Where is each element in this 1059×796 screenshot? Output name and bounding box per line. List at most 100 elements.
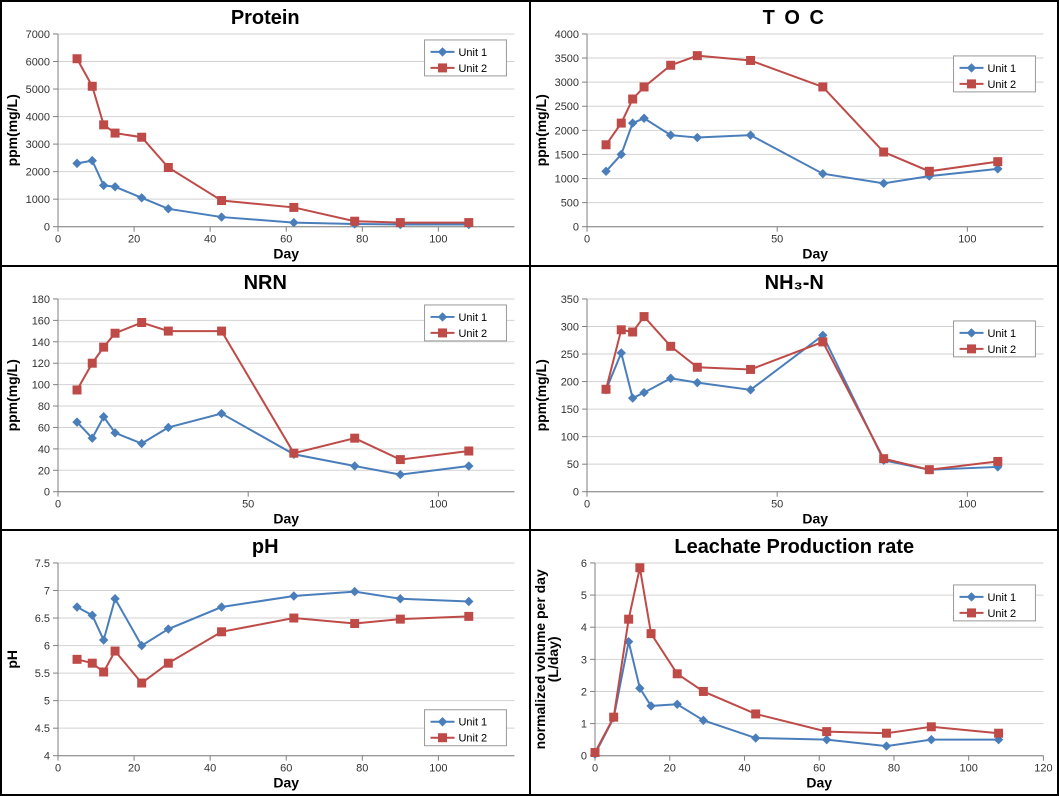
svg-text:0: 0	[44, 222, 50, 234]
svg-text:120: 120	[32, 358, 50, 370]
svg-text:40: 40	[204, 763, 216, 775]
svg-text:7000: 7000	[26, 29, 50, 41]
svg-text:100: 100	[429, 498, 447, 510]
svg-text:250: 250	[560, 349, 578, 361]
svg-text:Unit 2: Unit 2	[459, 328, 488, 340]
svg-text:3: 3	[580, 655, 586, 667]
panel-nh3n: NH₃-N050100050100150200250300350Dayppm(m…	[530, 266, 1059, 531]
panel-nrn: NRN050100020406080100120140160180Dayppm(…	[1, 266, 530, 531]
chart-grid: Protein020406080100010002000300040005000…	[0, 0, 1059, 796]
svg-text:40: 40	[738, 763, 750, 775]
svg-text:200: 200	[560, 376, 578, 388]
svg-text:80: 80	[356, 234, 368, 246]
svg-text:0: 0	[580, 751, 586, 763]
svg-text:20: 20	[663, 763, 675, 775]
svg-text:0: 0	[591, 763, 597, 775]
panel-toc: T O C05010005001000150020002500300035004…	[530, 1, 1059, 266]
svg-text:100: 100	[958, 234, 976, 246]
svg-text:Day: Day	[802, 510, 828, 526]
svg-text:2500: 2500	[554, 101, 578, 113]
svg-text:Unit 2: Unit 2	[458, 63, 487, 75]
svg-text:5: 5	[44, 696, 50, 708]
svg-text:120: 120	[1034, 763, 1052, 775]
svg-text:50: 50	[566, 459, 578, 471]
svg-text:4: 4	[580, 623, 586, 635]
svg-text:1000: 1000	[26, 194, 50, 206]
svg-text:2000: 2000	[554, 125, 578, 137]
svg-text:6.5: 6.5	[35, 613, 50, 625]
svg-text:Unit 1: Unit 1	[987, 63, 1016, 75]
svg-text:20: 20	[128, 234, 140, 246]
svg-text:0: 0	[55, 763, 61, 775]
svg-text:60: 60	[280, 234, 292, 246]
svg-text:3000: 3000	[26, 139, 50, 151]
svg-text:40: 40	[38, 444, 50, 456]
svg-text:ppm(mg/L): ppm(mg/L)	[4, 94, 20, 166]
svg-text:Unit 2: Unit 2	[458, 733, 487, 745]
svg-text:4.5: 4.5	[35, 723, 50, 735]
svg-text:160: 160	[32, 315, 50, 327]
svg-text:pH: pH	[252, 536, 279, 558]
svg-text:5: 5	[580, 590, 586, 602]
svg-text:6000: 6000	[26, 56, 50, 68]
svg-text:0: 0	[55, 498, 61, 510]
svg-text:4: 4	[44, 751, 50, 763]
svg-text:Unit 2: Unit 2	[987, 608, 1016, 620]
svg-text:40: 40	[204, 234, 216, 246]
svg-text:100: 100	[958, 498, 976, 510]
svg-text:Day: Day	[806, 775, 832, 791]
svg-text:80: 80	[356, 763, 368, 775]
svg-text:20: 20	[38, 465, 50, 477]
svg-text:0: 0	[583, 234, 589, 246]
svg-text:Protein: Protein	[231, 7, 300, 29]
svg-text:Unit 1: Unit 1	[987, 592, 1016, 604]
svg-text:80: 80	[887, 763, 899, 775]
svg-text:80: 80	[38, 401, 50, 413]
svg-text:NRN: NRN	[244, 272, 287, 294]
svg-text:pH: pH	[4, 650, 20, 669]
svg-text:Unit 1: Unit 1	[458, 717, 487, 729]
svg-text:7.5: 7.5	[35, 558, 50, 570]
svg-text:100: 100	[32, 379, 50, 391]
svg-text:100: 100	[560, 431, 578, 443]
svg-text:ppm(mg/L): ppm(mg/L)	[4, 359, 20, 431]
panel-ph: pH02040608010044.555.566.577.5DaypHUnit …	[1, 530, 530, 795]
svg-text:3000: 3000	[554, 77, 578, 89]
panel-protein: Protein020406080100010002000300040005000…	[1, 1, 530, 266]
svg-text:5000: 5000	[26, 84, 50, 96]
svg-text:0: 0	[572, 486, 578, 498]
svg-text:Day: Day	[802, 246, 828, 262]
svg-text:Day: Day	[273, 775, 299, 791]
svg-text:2: 2	[580, 687, 586, 699]
svg-text:0: 0	[55, 234, 61, 246]
svg-text:60: 60	[813, 763, 825, 775]
svg-text:100: 100	[959, 763, 977, 775]
svg-text:normalized volume per day(L/da: normalized volume per day(L/day)	[532, 569, 561, 749]
svg-text:150: 150	[560, 404, 578, 416]
svg-text:4000: 4000	[26, 112, 50, 124]
svg-text:500: 500	[560, 198, 578, 210]
svg-text:1500: 1500	[554, 149, 578, 161]
svg-text:5.5: 5.5	[35, 668, 50, 680]
svg-text:60: 60	[280, 763, 292, 775]
svg-text:2000: 2000	[26, 167, 50, 179]
svg-text:6: 6	[44, 641, 50, 653]
svg-text:100: 100	[429, 234, 447, 246]
svg-text:0: 0	[44, 486, 50, 498]
svg-text:Leachate Production rate: Leachate Production rate	[674, 536, 914, 558]
svg-text:4000: 4000	[554, 29, 578, 41]
svg-text:7: 7	[44, 586, 50, 598]
svg-text:Day: Day	[273, 510, 299, 526]
svg-text:ppm(mg/L): ppm(mg/L)	[533, 94, 549, 166]
svg-text:NH₃-N: NH₃-N	[764, 272, 823, 294]
svg-text:ppm(mg/L): ppm(mg/L)	[533, 359, 549, 431]
svg-text:Unit 2: Unit 2	[987, 79, 1016, 91]
panel-leachate: Leachate Production rate 0 20 40 60 80 100 120 0…	[530, 530, 1059, 795]
svg-text:Day: Day	[273, 246, 299, 262]
svg-text:Unit 2: Unit 2	[987, 344, 1016, 356]
svg-text:T O C: T O C	[762, 7, 825, 29]
svg-text:6: 6	[580, 558, 586, 570]
svg-text:50: 50	[771, 234, 783, 246]
svg-text:300: 300	[560, 321, 578, 333]
svg-text:1: 1	[580, 719, 586, 731]
